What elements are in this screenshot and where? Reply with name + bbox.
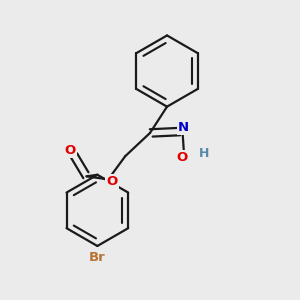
- Text: N: N: [178, 121, 189, 134]
- Text: O: O: [64, 144, 76, 157]
- Text: H: H: [199, 147, 209, 160]
- Text: Br: Br: [89, 251, 106, 264]
- Text: O: O: [176, 151, 187, 164]
- Text: O: O: [106, 176, 118, 188]
